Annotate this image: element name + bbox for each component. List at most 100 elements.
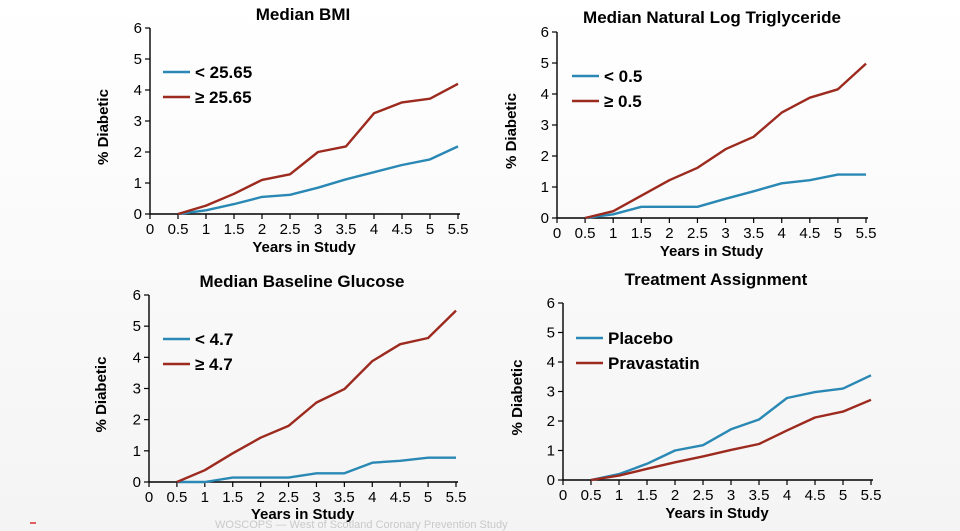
legend-label-1: < 25.65	[195, 63, 252, 82]
x-tick-label: 1.5	[224, 221, 245, 238]
y-tick-label: 0	[133, 474, 141, 491]
y-tick-label: 6	[541, 24, 549, 41]
y-tick-label: 2	[133, 412, 141, 429]
y-tick-label: 4	[134, 82, 142, 99]
y-axis-label: % Diabetic	[93, 357, 110, 433]
x-tick-label: 2.5	[693, 487, 714, 504]
x-tick-label: 4.5	[390, 489, 411, 506]
x-tick-label: 0.5	[575, 225, 596, 242]
x-tick-label: 1.5	[222, 489, 243, 506]
x-tick-label: 5.5	[446, 489, 467, 506]
y-tick-label: 0	[541, 210, 549, 227]
y-tick-label: 5	[134, 51, 142, 68]
y-tick-label: 6	[547, 295, 555, 312]
slide-corner-mark	[30, 522, 36, 524]
x-tick-label: 3	[727, 487, 735, 504]
legend-label-1: < 0.5	[604, 67, 642, 86]
legend-label-1: Placebo	[608, 329, 673, 348]
legend-label-2: ≥ 0.5	[604, 92, 642, 111]
x-tick-label: 4.5	[805, 487, 826, 504]
chart-title: Median BMI	[256, 5, 350, 24]
x-tick-label: 4	[370, 221, 378, 238]
chart-panel-1: Median BMI 0 1 2 3 4 5 6 0 0.5 1 1.5 2 2.5 3 3.5 4 4.5 5 5.…	[95, 5, 468, 256]
chart-title: Median Baseline Glucose	[199, 272, 404, 291]
x-axis-label: Years in Study	[660, 243, 764, 260]
x-tick-label: 0.5	[166, 489, 187, 506]
x-tick-label: 4	[778, 225, 786, 242]
legend-label-2: ≥ 25.65	[195, 88, 252, 107]
series-line-2	[590, 398, 872, 482]
series-line-1	[176, 456, 456, 484]
y-tick-label: 6	[134, 20, 142, 37]
y-tick-label: 4	[547, 354, 555, 371]
x-tick-label: 5	[834, 225, 842, 242]
y-axis-label: % Diabetic	[509, 360, 526, 436]
x-tick-label: 5.5	[448, 221, 469, 238]
series-line-2	[584, 62, 867, 220]
legend-label-2: ≥ 4.7	[195, 355, 233, 374]
series-line-1	[177, 145, 459, 216]
x-tick-label: 0	[146, 221, 154, 238]
legend-label-2: Pravastatin	[608, 354, 700, 373]
chart-title: Treatment Assignment	[625, 270, 808, 289]
x-tick-label: 3	[312, 489, 320, 506]
series-line-1	[584, 173, 866, 220]
y-tick-label: 0	[134, 206, 142, 223]
x-tick-label: 0.5	[168, 221, 189, 238]
y-tick-label: 6	[133, 287, 141, 304]
x-tick-label: 5	[839, 487, 847, 504]
y-tick-label: 4	[133, 349, 141, 366]
x-tick-label: 1.5	[637, 487, 658, 504]
y-tick-label: 2	[134, 144, 142, 161]
y-tick-label: 1	[134, 175, 142, 192]
x-tick-label: 2.5	[687, 225, 708, 242]
y-tick-label: 2	[541, 148, 549, 165]
x-tick-label: 5	[426, 221, 434, 238]
legend-label-1: < 4.7	[195, 330, 233, 349]
x-tick-label: 0	[559, 487, 567, 504]
y-axis-label: % Diabetic	[95, 89, 112, 165]
y-tick-label: 5	[541, 55, 549, 72]
x-tick-label: 0	[145, 489, 153, 506]
x-tick-label: 4.5	[392, 221, 413, 238]
x-tick-label: 2	[258, 221, 266, 238]
x-axis-label: Years in Study	[665, 505, 769, 522]
x-tick-label: 0.5	[581, 487, 602, 504]
y-tick-label: 1	[547, 443, 555, 460]
x-tick-label: 2	[256, 489, 264, 506]
y-tick-label: 3	[541, 117, 549, 134]
x-tick-label: 3.5	[334, 489, 355, 506]
x-tick-label: 1	[202, 221, 210, 238]
x-tick-label: 2	[671, 487, 679, 504]
x-tick-label: 5.5	[861, 487, 882, 504]
x-tick-label: 5.5	[856, 225, 877, 242]
y-axis-label: % Diabetic	[503, 93, 520, 169]
y-tick-label: 3	[547, 384, 555, 401]
x-tick-label: 1	[609, 225, 617, 242]
x-tick-label: 1	[201, 489, 209, 506]
y-tick-label: 3	[134, 113, 142, 130]
x-tick-label: 3.5	[743, 225, 764, 242]
x-tick-label: 2	[665, 225, 673, 242]
x-tick-label: 3	[721, 225, 729, 242]
slide-footnote: WOSCOPS — West of Scotland Coronary Prev…	[215, 519, 508, 531]
series-line-1	[590, 374, 872, 482]
y-tick-label: 1	[541, 179, 549, 196]
x-tick-label: 3	[314, 221, 322, 238]
y-tick-label: 2	[547, 413, 555, 430]
x-tick-label: 4.5	[799, 225, 820, 242]
x-axis-label: Years in Study	[251, 506, 355, 523]
chart-title: Median Natural Log Triglyceride	[583, 8, 841, 27]
y-tick-label: 0	[547, 472, 555, 489]
y-tick-label: 5	[133, 318, 141, 335]
x-tick-label: 4	[368, 489, 376, 506]
y-tick-label: 1	[133, 443, 141, 460]
x-tick-label: 3.5	[336, 221, 357, 238]
series-line-2	[176, 309, 457, 484]
x-tick-label: 4	[783, 487, 791, 504]
x-tick-label: 2.5	[280, 221, 301, 238]
x-tick-label: 2.5	[278, 489, 299, 506]
x-tick-label: 5	[424, 489, 432, 506]
